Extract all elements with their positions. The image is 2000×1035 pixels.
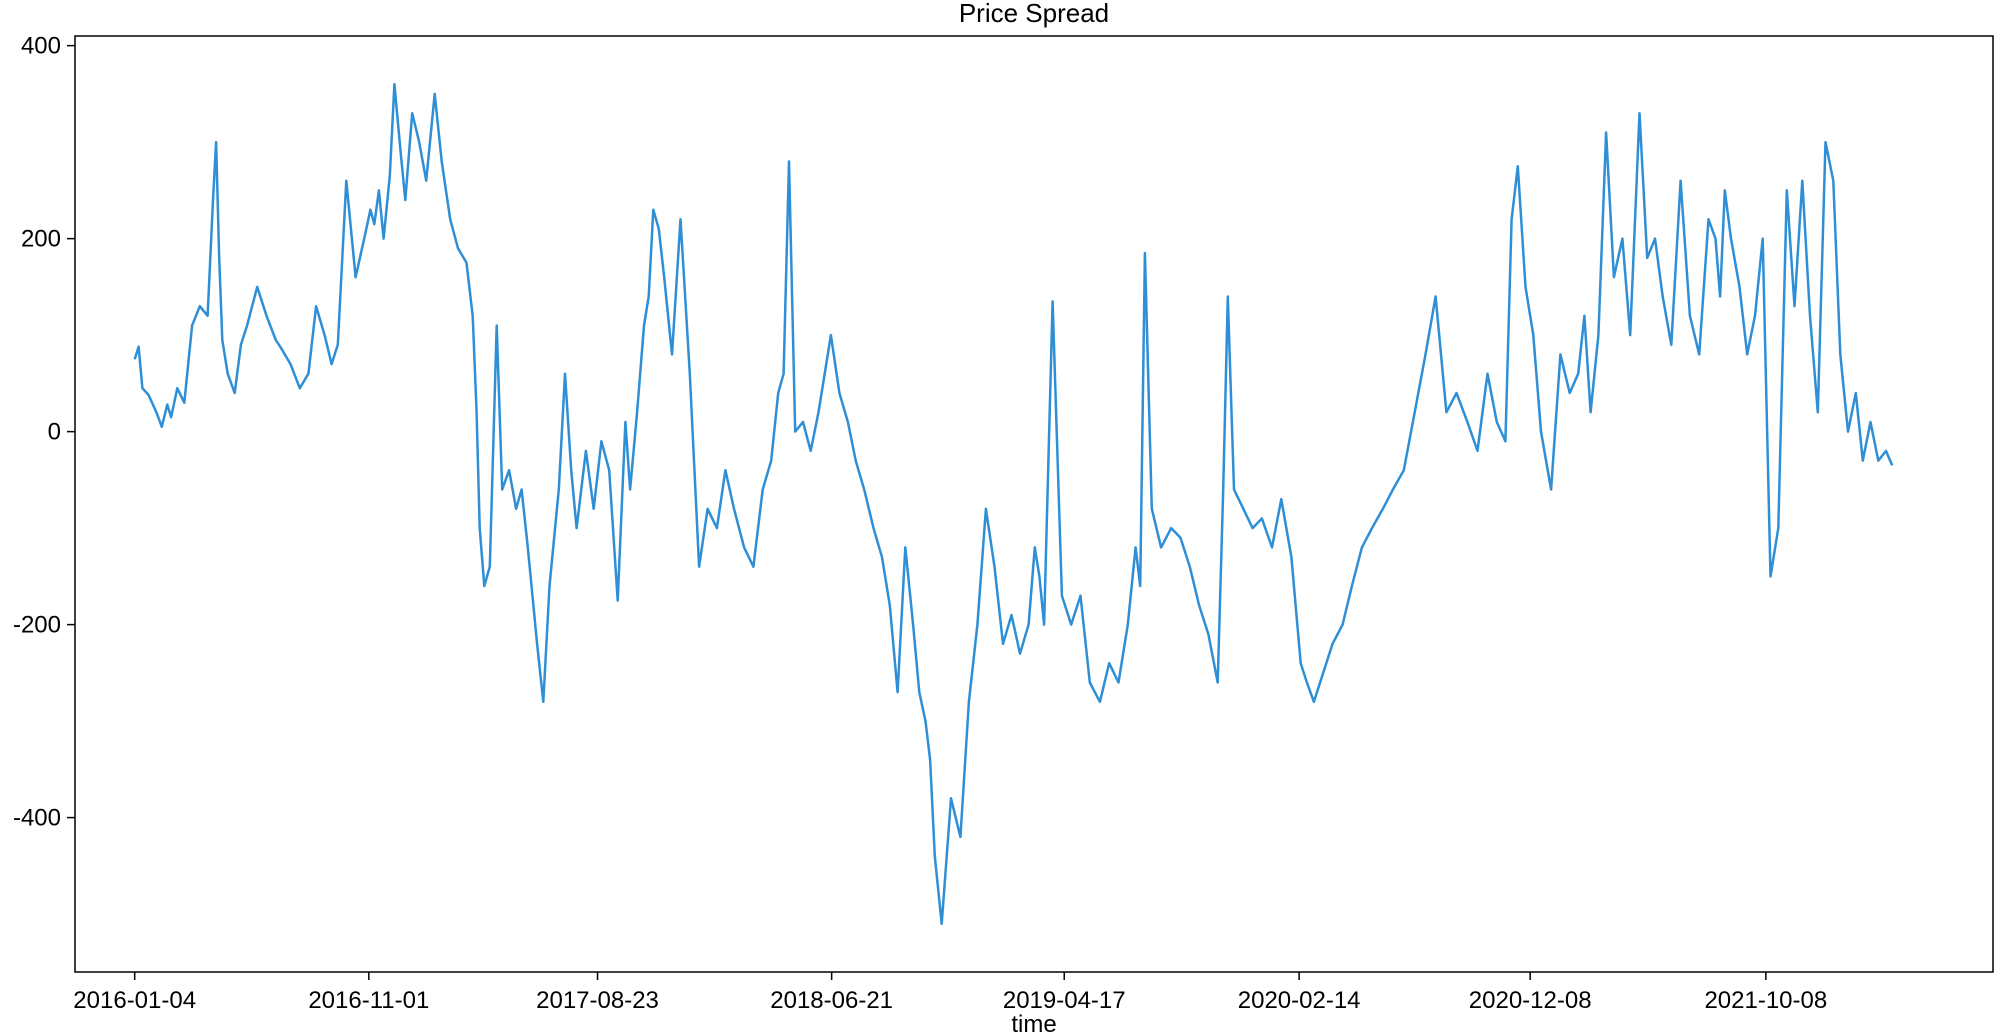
x-tick-label: 2020-12-08 xyxy=(1469,987,1592,1014)
y-tick-label: -200 xyxy=(13,612,61,639)
x-tick-label: 2018-06-21 xyxy=(770,987,893,1014)
x-tick-label: 2017-08-23 xyxy=(536,987,659,1014)
x-tick-label: 2016-11-01 xyxy=(308,987,429,1014)
chart-title: Price Spread xyxy=(959,0,1109,28)
plot-area xyxy=(133,82,1894,926)
plot-frame xyxy=(74,35,1994,973)
x-tick-label: 2021-10-08 xyxy=(1704,987,1827,1014)
y-axis: -400 -200 0 200 400 xyxy=(13,33,75,832)
x-axis: 2016-01-04 2016-11-01 2017-08-23 2018-06-21… xyxy=(73,972,1827,1014)
series-line xyxy=(133,82,1894,926)
x-tick-label: 2019-04-17 xyxy=(1003,987,1126,1014)
y-tick-label: -400 xyxy=(13,805,61,832)
y-tick-label: 200 xyxy=(21,226,61,253)
x-tick-label: 2016-01-04 xyxy=(73,987,196,1014)
x-axis-label: time xyxy=(1011,1011,1056,1035)
x-tick-label: 2020-02-14 xyxy=(1238,987,1361,1014)
y-tick-label: 400 xyxy=(21,33,61,60)
y-tick-label: 0 xyxy=(48,419,61,446)
